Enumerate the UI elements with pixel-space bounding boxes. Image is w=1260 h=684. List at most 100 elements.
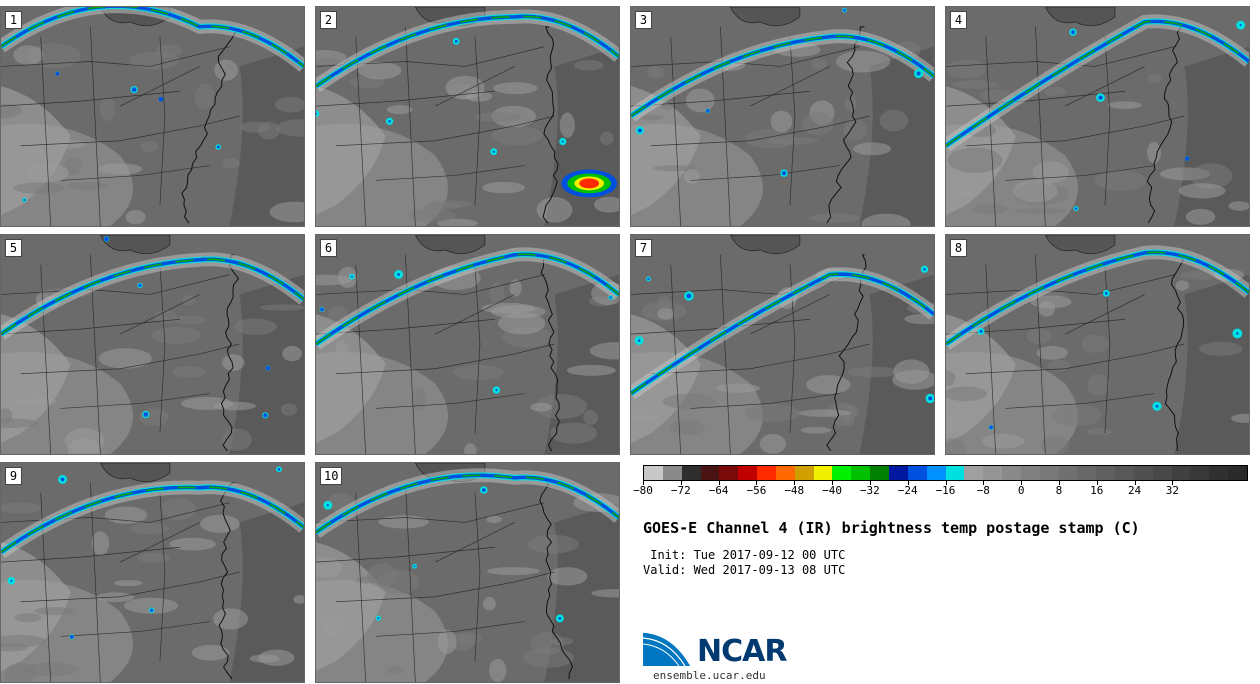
colorbar-swatch xyxy=(644,466,663,480)
colorbar-swatch xyxy=(1152,466,1172,480)
colorbar-swatch xyxy=(1039,466,1059,480)
colorbar-swatch xyxy=(757,466,776,480)
colorbar-swatch xyxy=(1096,466,1116,480)
satellite-map xyxy=(631,7,934,226)
colorbar-swatch xyxy=(719,466,739,480)
satellite-map xyxy=(1,463,304,682)
colorbar-tick-label: 16 xyxy=(1090,484,1104,497)
colorbar-swatch xyxy=(870,466,889,480)
colorbar-tick-label: −32 xyxy=(859,484,880,497)
colorbar-tick xyxy=(907,481,909,485)
colorbar-swatch xyxy=(813,466,833,480)
colorbar-swatch xyxy=(1171,466,1191,480)
colorbar-tick xyxy=(1058,481,1060,485)
colorbar-tick-label: −16 xyxy=(935,484,956,497)
satellite-map xyxy=(1,235,304,454)
colorbar-tick-label: 32 xyxy=(1165,484,1179,497)
colorbar-tick xyxy=(1096,481,1098,485)
colorbar-tick xyxy=(794,481,796,485)
colorbar-swatch xyxy=(1133,466,1153,480)
colorbar-swatch xyxy=(983,466,1003,480)
panel-7: 7 xyxy=(630,234,935,455)
panel-number: 4 xyxy=(950,11,967,29)
colorbar-tick-label: −64 xyxy=(708,484,729,497)
satellite-map xyxy=(631,235,934,454)
valid-time: Valid: Wed 2017-09-13 08 UTC xyxy=(643,563,846,577)
colorbar-tick xyxy=(869,481,871,485)
colorbar-swatch xyxy=(794,466,814,480)
colorbar-tick-label: −80 xyxy=(633,484,653,497)
colorbar-tick-label: −72 xyxy=(670,484,691,497)
colorbar-tick-label: 24 xyxy=(1127,484,1142,497)
panel-6: 6 xyxy=(315,234,620,455)
satellite-map xyxy=(946,7,1249,226)
colorbar-tick-label: 0 xyxy=(1017,484,1025,497)
colorbar-swatch xyxy=(1228,466,1247,480)
init-time: Init: Tue 2017-09-12 00 UTC xyxy=(643,548,846,562)
panel-5: 5 xyxy=(0,234,305,455)
colorbar-swatch xyxy=(1115,466,1134,480)
colorbar-ticks: −80 −72 −64 −56 −48 −40 −32 −24 −16 −8 0 8 16 24 32 xyxy=(633,481,1248,501)
colorbar-tick xyxy=(1134,481,1136,485)
colorbar-swatch xyxy=(1020,466,1040,480)
ncar-logo: NCAR xyxy=(643,628,803,670)
panel-number: 8 xyxy=(950,239,967,257)
panel-2: 2 xyxy=(315,6,620,227)
colorbar-swatch xyxy=(832,466,852,480)
colorbar-tick-label: −40 xyxy=(822,484,842,497)
satellite-map xyxy=(316,235,619,454)
colorbar-swatch xyxy=(1002,466,1021,480)
panel-number: 2 xyxy=(320,11,337,29)
colorbar-tick xyxy=(680,481,682,485)
colorbar-swatch xyxy=(1209,466,1229,480)
colorbar-tick xyxy=(718,481,720,485)
colorbar-swatch xyxy=(1190,466,1210,480)
colorbar-tick-label: −48 xyxy=(784,484,805,497)
panel-9: 9 xyxy=(0,462,305,683)
panel-4: 4 xyxy=(945,6,1250,227)
colorbar-swatch xyxy=(700,466,720,480)
colorbar-tick xyxy=(832,481,834,485)
satellite-map xyxy=(1,7,304,226)
colorbar-tick xyxy=(1172,481,1174,485)
colorbar-swatch xyxy=(775,466,795,480)
colorbar-tick-label: 8 xyxy=(1055,484,1063,497)
colorbar-swatch xyxy=(662,466,682,480)
satellite-map xyxy=(316,463,619,682)
colorbar-swatch xyxy=(888,466,908,480)
panel-number: 5 xyxy=(5,239,22,257)
colorbar-swatch xyxy=(1058,466,1078,480)
colorbar-swatch xyxy=(851,466,871,480)
colorbar xyxy=(643,465,1248,481)
colorbar-swatch xyxy=(964,466,984,480)
colorbar-swatch xyxy=(738,466,758,480)
colorbar-tick-label: −24 xyxy=(897,484,918,497)
colorbar-swatch xyxy=(907,466,927,480)
ncar-swoosh-icon xyxy=(643,631,692,667)
colorbar-swatch xyxy=(945,466,965,480)
colorbar-swatch xyxy=(681,466,701,480)
panel-10: 10 xyxy=(315,462,620,683)
colorbar-tick xyxy=(756,481,758,485)
satellite-map xyxy=(946,235,1249,454)
site-url: ensemble.ucar.edu xyxy=(653,669,766,682)
panel-number: 6 xyxy=(320,239,337,257)
panel-3: 3 xyxy=(630,6,935,227)
colorbar-tick xyxy=(1021,481,1023,485)
colorbar-tick xyxy=(983,481,985,485)
satellite-map xyxy=(316,7,619,226)
panel-1: 1 xyxy=(0,6,305,227)
panel-number: 9 xyxy=(5,467,22,485)
colorbar-swatch xyxy=(1077,466,1097,480)
figure-title: GOES-E Channel 4 (IR) brightness temp po… xyxy=(643,519,1140,537)
colorbar-tick-label: −56 xyxy=(746,484,767,497)
colorbar-tick-label: −8 xyxy=(976,484,990,497)
panel-number: 7 xyxy=(635,239,652,257)
panel-number: 10 xyxy=(320,467,343,485)
colorbar-tick xyxy=(643,481,644,485)
panel-number: 1 xyxy=(5,11,22,29)
colorbar-tick xyxy=(945,481,947,485)
colorbar-swatch xyxy=(926,466,946,480)
logo-wordmark: NCAR xyxy=(697,634,787,669)
panel-8: 8 xyxy=(945,234,1250,455)
